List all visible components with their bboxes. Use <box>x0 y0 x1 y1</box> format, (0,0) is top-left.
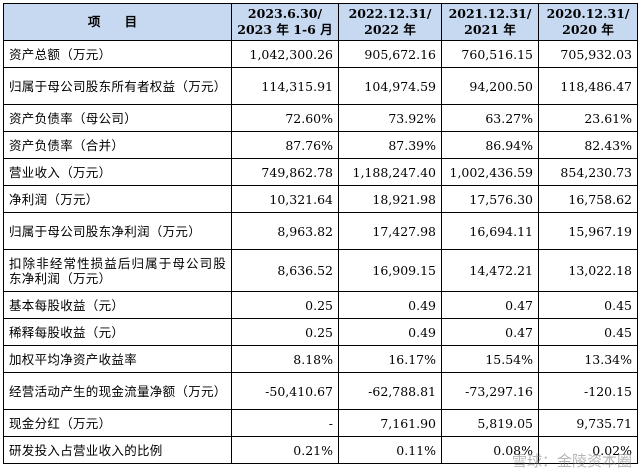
cell-value: - <box>231 409 339 437</box>
cell-value: 17,576.30 <box>441 185 539 213</box>
cell-value: -120.15 <box>538 372 638 410</box>
cell-value: 15.54% <box>441 345 539 373</box>
cell-value: 16,758.62 <box>538 185 638 213</box>
header-row: 项 目 2023.6.30/2023 年 1-6 月 2022.12.31/20… <box>3 3 638 41</box>
table-row: 归属于母公司股东所有者权益（万元） 114,315.91 104,974.59 … <box>3 67 638 105</box>
cell-value: 13.34% <box>538 345 638 373</box>
cell-value: 7,161.90 <box>338 409 442 437</box>
cell-value: 1,002,436.59 <box>441 158 539 186</box>
row-label: 资产总额（万元） <box>3 40 232 68</box>
row-label: 基本每股收益（元） <box>3 291 232 319</box>
cell-value: 86.94% <box>441 131 539 159</box>
cell-value: 0.45 <box>538 291 638 319</box>
cell-value: 0.02% <box>538 436 638 464</box>
row-label: 加权平均净资产收益率 <box>3 345 232 373</box>
cell-value: 0.25 <box>231 291 339 319</box>
header-period: 2020.12.31/2020 年 <box>538 3 638 41</box>
cell-value: 18,921.98 <box>338 185 442 213</box>
row-label: 净利润（万元） <box>3 185 232 213</box>
cell-value: 0.47 <box>441 291 539 319</box>
header-period: 2021.12.31/2021 年 <box>441 3 539 41</box>
cell-value: 0.45 <box>538 318 638 346</box>
cell-value: 114,315.91 <box>231 67 339 105</box>
cell-value: 13,022.18 <box>538 249 638 292</box>
table-row: 经营活动产生的现金流量净额（万元） -50,410.67 -62,788.81 … <box>3 372 638 410</box>
cell-value: 0.49 <box>338 318 442 346</box>
row-label: 资产负债率（合并） <box>3 131 232 159</box>
cell-value: -50,410.67 <box>231 372 339 410</box>
table-row: 归属于母公司股东净利润（万元） 8,963.82 17,427.98 16,69… <box>3 212 638 250</box>
cell-value: 8,963.82 <box>231 212 339 250</box>
cell-value: 82.43% <box>538 131 638 159</box>
table-row: 稀释每股收益（元） 0.25 0.49 0.47 0.45 <box>3 318 638 346</box>
cell-value: 5,819.05 <box>441 409 539 437</box>
cell-value: 1,042,300.26 <box>231 40 339 68</box>
cell-value: 73.92% <box>338 104 442 132</box>
cell-value: 10,321.64 <box>231 185 339 213</box>
cell-value: 905,672.16 <box>338 40 442 68</box>
cell-value: 0.11% <box>338 436 442 464</box>
cell-value: 87.76% <box>231 131 339 159</box>
cell-value: 87.39% <box>338 131 442 159</box>
row-label: 研发投入占营业收入的比例 <box>3 436 232 464</box>
cell-value: 760,516.15 <box>441 40 539 68</box>
header-period: 2023.6.30/2023 年 1-6 月 <box>231 3 339 41</box>
header-item: 项 目 <box>3 3 232 41</box>
cell-value: 1,188,247.40 <box>338 158 442 186</box>
cell-value: 854,230.73 <box>538 158 638 186</box>
cell-value: 0.25 <box>231 318 339 346</box>
cell-value: 8.18% <box>231 345 339 373</box>
cell-value: 23.61% <box>538 104 638 132</box>
table-row: 扣除非经常性损益后归属于母公司股东净利润（万元） 8,636.52 16,909… <box>3 249 638 292</box>
row-label: 稀释每股收益（元） <box>3 318 232 346</box>
cell-value: 14,472.21 <box>441 249 539 292</box>
cell-value: 0.08% <box>441 436 539 464</box>
cell-value: 16.17% <box>338 345 442 373</box>
header-period: 2022.12.31/2022 年 <box>338 3 442 41</box>
cell-value: 8,636.52 <box>231 249 339 292</box>
financial-data-table: 项 目 2023.6.30/2023 年 1-6 月 2022.12.31/20… <box>3 3 638 464</box>
row-label: 归属于母公司股东所有者权益（万元） <box>3 67 232 105</box>
row-label: 现金分红（万元） <box>3 409 232 437</box>
cell-value: 94,200.50 <box>441 67 539 105</box>
row-label: 经营活动产生的现金流量净额（万元） <box>3 372 232 410</box>
table-row: 净利润（万元） 10,321.64 18,921.98 17,576.30 16… <box>3 185 638 213</box>
table-row: 营业收入（万元） 749,862.78 1,188,247.40 1,002,4… <box>3 158 638 186</box>
table-row: 资产负债率（合并） 87.76% 87.39% 86.94% 82.43% <box>3 131 638 159</box>
cell-value: 72.60% <box>231 104 339 132</box>
watermark: 雪球：金陵资本圈 <box>511 452 632 470</box>
cell-value: 118,486.47 <box>538 67 638 105</box>
cell-value: 15,967.19 <box>538 212 638 250</box>
cell-value: 0.47 <box>441 318 539 346</box>
cell-value: 0.49 <box>338 291 442 319</box>
row-label: 扣除非经常性损益后归属于母公司股东净利润（万元） <box>3 249 232 292</box>
cell-value: 0.21% <box>231 436 339 464</box>
table-row: 研发投入占营业收入的比例 0.21% 0.11% 0.08% 0.02% <box>3 436 638 464</box>
cell-value: 16,909.15 <box>338 249 442 292</box>
row-label: 归属于母公司股东净利润（万元） <box>3 212 232 250</box>
table-row: 资产总额（万元） 1,042,300.26 905,672.16 760,516… <box>3 40 638 68</box>
cell-value: 16,694.11 <box>441 212 539 250</box>
table-row: 现金分红（万元） - 7,161.90 5,819.05 9,735.71 <box>3 409 638 437</box>
table-row: 加权平均净资产收益率 8.18% 16.17% 15.54% 13.34% <box>3 345 638 373</box>
cell-value: 104,974.59 <box>338 67 442 105</box>
cell-value: 63.27% <box>441 104 539 132</box>
table-row: 基本每股收益（元） 0.25 0.49 0.47 0.45 <box>3 291 638 319</box>
row-label: 营业收入（万元） <box>3 158 232 186</box>
cell-value: 17,427.98 <box>338 212 442 250</box>
cell-value: -73,297.16 <box>441 372 539 410</box>
cell-value: -62,788.81 <box>338 372 442 410</box>
row-label: 资产负债率（母公司） <box>3 104 232 132</box>
table-row: 资产负债率（母公司） 72.60% 73.92% 63.27% 23.61% <box>3 104 638 132</box>
cell-value: 9,735.71 <box>538 409 638 437</box>
cell-value: 749,862.78 <box>231 158 339 186</box>
cell-value: 705,932.03 <box>538 40 638 68</box>
